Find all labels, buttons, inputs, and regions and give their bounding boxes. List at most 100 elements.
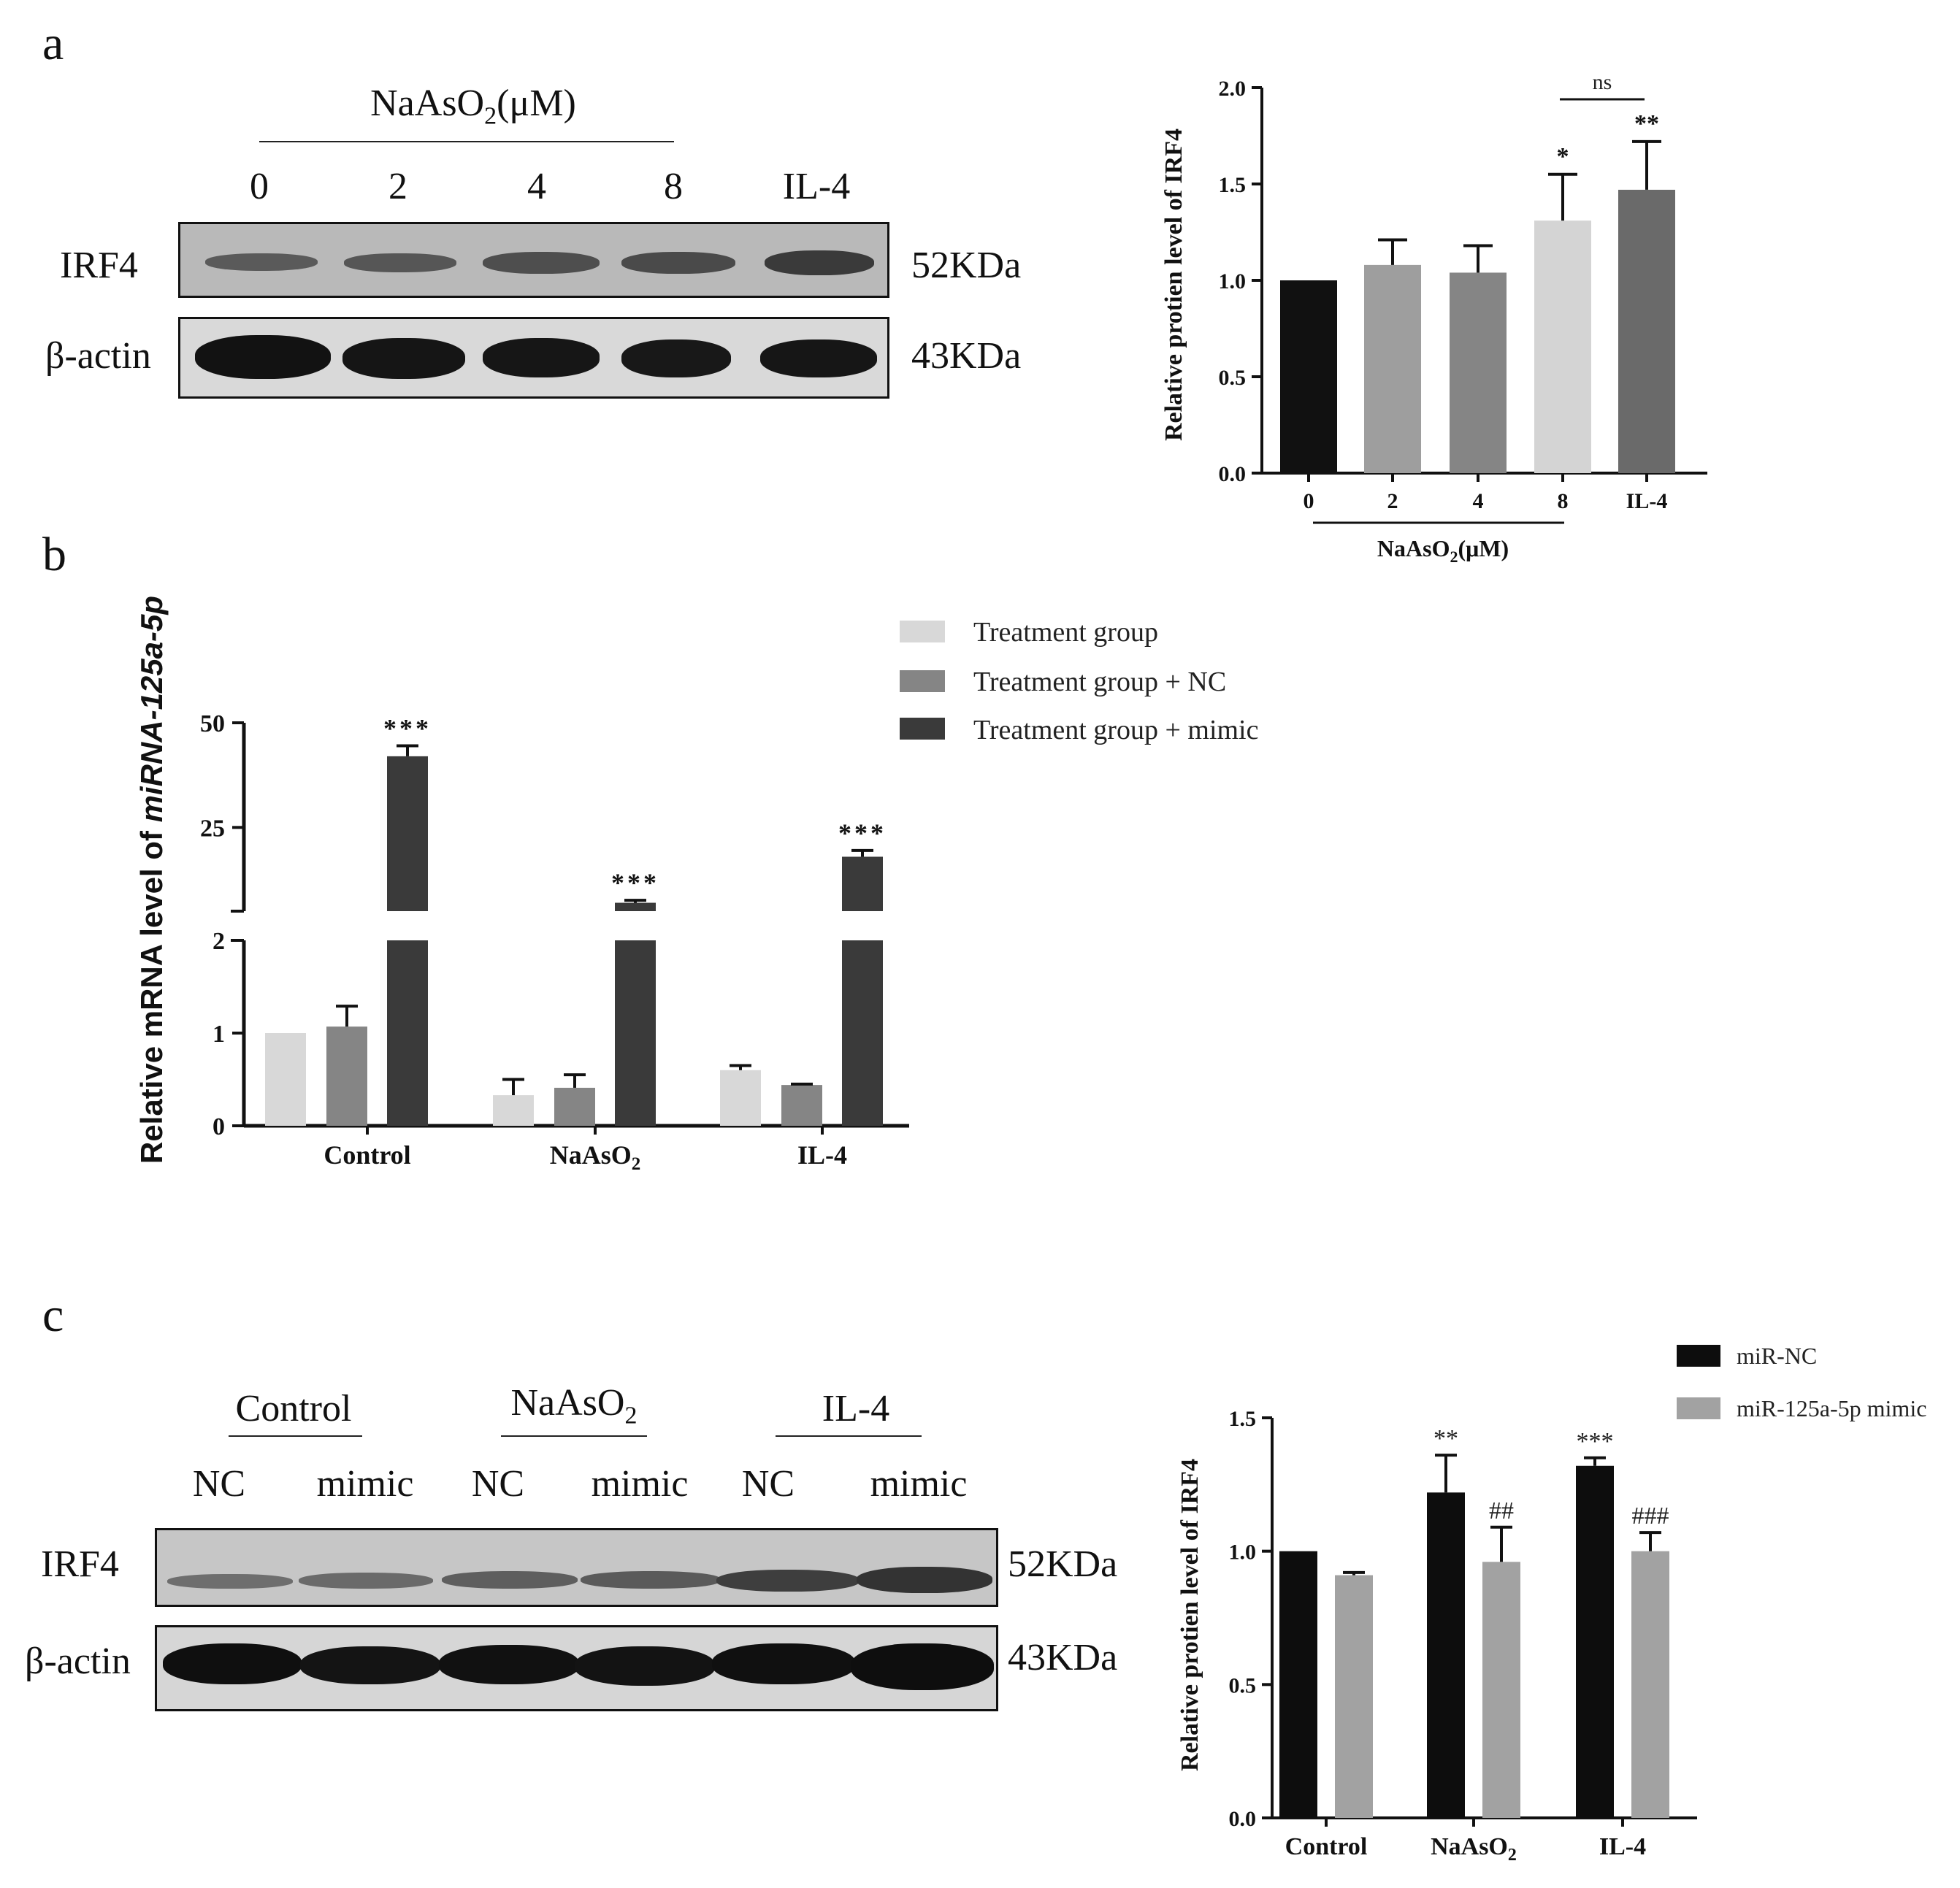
x-tick-label: NaAsO2 — [550, 1140, 641, 1174]
western-band — [163, 1643, 302, 1684]
blot-a-irf4-strip — [178, 222, 889, 298]
significance-marker: ** — [1634, 110, 1659, 137]
western-band — [581, 1571, 721, 1589]
x-tick-label: 0 — [1304, 489, 1314, 513]
legend-label: miR-125a-5p mimic — [1737, 1395, 1926, 1421]
x-tick-label: IL-4 — [797, 1140, 847, 1170]
blot-a-lane-label: 4 — [527, 166, 546, 207]
blot-c-size-label: 52KDa — [1008, 1543, 1118, 1585]
y-tick-label: 1.5 — [1229, 1407, 1257, 1431]
legend-label: Treatment group — [973, 617, 1158, 648]
western-band — [442, 1571, 578, 1589]
blot-c-size-label: 43KDa — [1008, 1637, 1118, 1678]
x-tick-label: IL-4 — [1599, 1833, 1646, 1860]
group-label: NaAsO2(μM) — [1377, 535, 1509, 566]
significance-bracket-label: ns — [1593, 70, 1612, 94]
blot-c-irf4-strip — [155, 1528, 998, 1607]
blot-a-size-label: 43KDa — [911, 335, 1022, 377]
western-band — [621, 252, 735, 274]
y-tick-label: 0 — [213, 1113, 225, 1140]
bar — [781, 1085, 822, 1126]
blot-a-row-label: β-actin — [45, 335, 151, 377]
y-tick-label: 0.0 — [1219, 462, 1247, 486]
bar — [387, 940, 428, 1126]
western-band — [342, 338, 465, 379]
bar — [1618, 189, 1675, 473]
bar — [1364, 264, 1421, 473]
significance-marker: *** — [611, 868, 659, 897]
panel-label-a: a — [42, 17, 64, 70]
y-tick-label: 1 — [213, 1021, 225, 1048]
blot-c-group-line — [501, 1435, 647, 1437]
bar — [615, 902, 656, 911]
western-band — [857, 1567, 992, 1593]
bar — [554, 1087, 595, 1126]
y-tick-label: 0.5 — [1219, 366, 1247, 390]
chart-a-y-axis-label: Relative protien level of IRF4 — [1160, 128, 1187, 441]
y-tick-label: 1.0 — [1219, 269, 1247, 293]
western-band — [299, 1573, 433, 1589]
western-band — [851, 1643, 994, 1690]
x-tick-label: Control — [324, 1140, 410, 1170]
x-tick-label: 4 — [1473, 489, 1484, 513]
y-tick-label: 1.5 — [1219, 173, 1247, 197]
western-band — [760, 339, 877, 377]
bar — [1534, 220, 1591, 473]
blot-c-group-label: NaAsO2 — [510, 1382, 638, 1430]
blot-c-row-label: β-actin — [25, 1641, 131, 1682]
legend-swatch — [1677, 1397, 1720, 1419]
blot-c-lane-label: mimic — [591, 1463, 689, 1505]
blot-a-size-label: 52KDa — [911, 245, 1022, 286]
y-tick-label: 2 — [213, 928, 225, 955]
y-tick-label: 2.0 — [1219, 77, 1247, 101]
western-band — [439, 1645, 579, 1684]
y-tick-label: 1.0 — [1229, 1540, 1257, 1565]
y-axis — [1260, 88, 1707, 475]
chart-b-y-axis-label: Relative mRNA level of miRNA-125a-5p — [134, 596, 169, 1164]
blot-c-row-label: IRF4 — [41, 1543, 119, 1585]
legend-swatch — [1677, 1345, 1720, 1367]
bar — [1335, 1575, 1373, 1818]
bar — [1279, 1551, 1317, 1818]
legend-swatch — [900, 670, 945, 692]
blot-c-lane-label: mimic — [316, 1463, 414, 1505]
bar — [326, 1026, 367, 1126]
legend-swatch — [900, 621, 945, 642]
blot-c-group-label: IL-4 — [822, 1388, 890, 1430]
bar — [842, 940, 883, 1126]
blot-a-lane-label: 8 — [664, 166, 683, 207]
x-tick-label: IL-4 — [1626, 489, 1668, 513]
blot-a-lane-label: 2 — [388, 166, 407, 207]
significance-marker: * — [1557, 143, 1569, 170]
bar — [842, 856, 883, 911]
western-band — [575, 1646, 715, 1686]
bar — [1450, 272, 1507, 473]
western-band — [195, 335, 331, 379]
blot-c-lane-label: mimic — [870, 1463, 968, 1505]
bar — [1482, 1562, 1520, 1818]
western-band — [483, 252, 600, 274]
y-axis — [1271, 1418, 1697, 1819]
y-tick-label: 25 — [200, 815, 225, 842]
bar — [1576, 1465, 1614, 1818]
x-tick-label: NaAsO2 — [1431, 1833, 1517, 1865]
blot-c-lane-label: NC — [741, 1463, 795, 1505]
legend-label: Treatment group + NC — [973, 667, 1226, 697]
blot-a-row-label: IRF4 — [60, 245, 138, 286]
western-band — [621, 339, 731, 377]
blot-a-treatment-header: NaAsO2(μM) — [370, 82, 576, 130]
legend-label: Treatment group + mimic — [973, 715, 1258, 745]
y-tick-label: 50 — [200, 710, 225, 737]
western-band — [167, 1574, 293, 1589]
blot-c-lane-label: NC — [471, 1463, 525, 1505]
legend-swatch — [900, 718, 945, 740]
blot-c-group-line — [776, 1435, 922, 1437]
significance-marker: *** — [838, 818, 887, 848]
blot-a-lane-label: IL-4 — [782, 166, 851, 207]
western-band — [205, 253, 318, 271]
chart-c-y-axis-label: Relative protien level of IRF4 — [1176, 1459, 1203, 1771]
western-band — [344, 253, 456, 272]
significance-marker: *** — [383, 714, 432, 743]
bar — [1427, 1492, 1465, 1818]
significance-marker: *** — [1577, 1428, 1614, 1455]
